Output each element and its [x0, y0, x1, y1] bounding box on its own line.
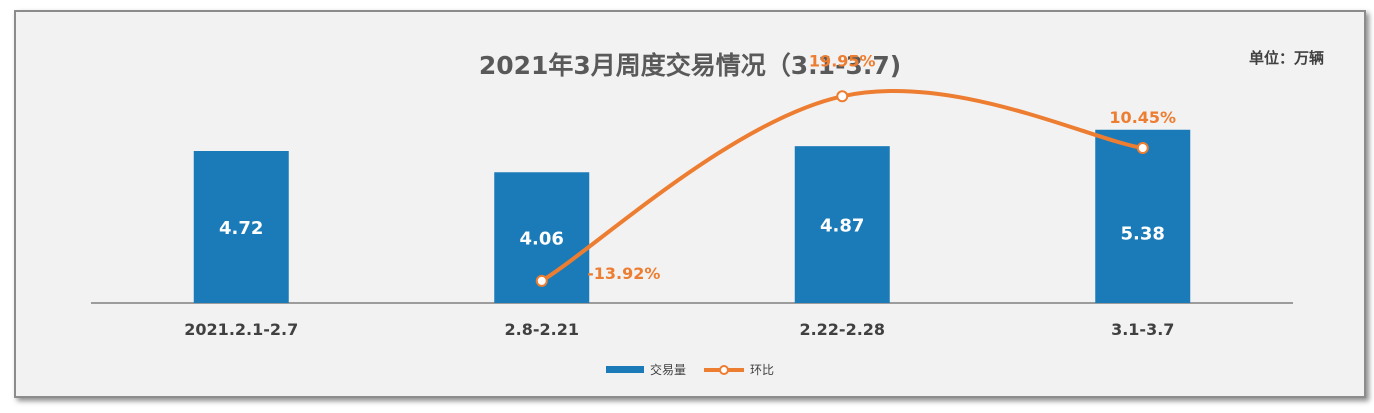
ratio-value-label: 19.95% [809, 51, 876, 70]
chart-title: 2021年3月周度交易情况（3.1-3.7) [478, 51, 902, 80]
chart-legend: 交易量 环比 [16, 361, 1364, 378]
x-tick-label: 3.1-3.7 [1111, 320, 1174, 339]
legend-item-ratio: 环比 [704, 361, 774, 378]
ratio-point [535, 274, 548, 287]
ratio-point [1136, 142, 1149, 155]
bar-value-label: 4.87 [820, 216, 864, 237]
x-tick-label: 2.22-2.28 [799, 320, 885, 339]
chart-frame: 2021年3月周度交易情况（3.1-3.7) 单位：万辆 4.72 2021.2.… [14, 10, 1366, 398]
legend-item-volume: 交易量 [605, 361, 686, 378]
legend-swatch-bar [605, 366, 644, 373]
bar-value-label: 5.38 [1121, 223, 1165, 244]
bar-4 [1095, 129, 1191, 303]
unit-label: 单位：万辆 [1248, 49, 1324, 67]
bar-3 [794, 146, 890, 303]
bar-1 [193, 151, 289, 303]
x-tick-label: 2021.2.1-2.7 [184, 320, 298, 339]
legend-label-volume: 交易量 [649, 363, 686, 377]
legend-swatch-line [704, 364, 744, 375]
x-tick-label: 2.8-2.21 [505, 320, 579, 339]
ratio-point [836, 90, 849, 103]
bar-value-label: 4.72 [219, 218, 263, 239]
legend-label-ratio: 环比 [750, 363, 775, 377]
ratio-value-label: -13.92% [587, 264, 660, 283]
ratio-value-label: 10.45% [1109, 108, 1176, 127]
bar-value-label: 4.06 [520, 229, 564, 250]
chart-plot: 4.72 2021.2.1-2.7 4.06 2.8-2.21 4.87 2.22-2.2… [91, 51, 1293, 339]
